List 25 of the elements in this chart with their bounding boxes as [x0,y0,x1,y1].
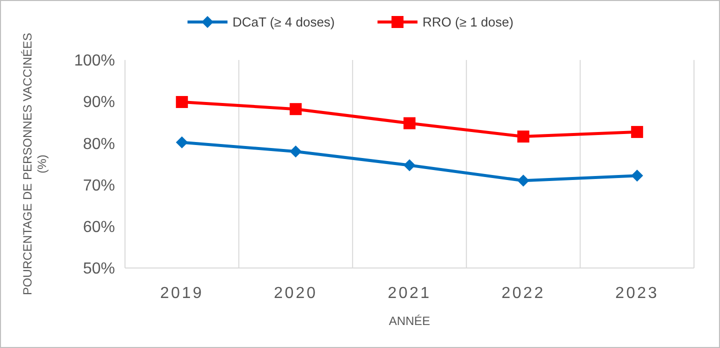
point [517,174,530,187]
y-axis-title: POURCENTAGE DE PERSONNES VACCINÉES (%) [20,32,49,296]
y-tick-label: 50% [82,260,115,278]
y-tick-label: 90% [82,94,115,112]
y-tick-label: 100% [74,52,115,70]
x-tick-label: 2021 [388,285,432,302]
point [404,159,416,172]
y-tick-label: 60% [82,219,115,236]
legend-label: RRO (≥ 1 dose) [422,14,514,30]
point [404,117,416,130]
point [631,126,644,138]
point [290,103,302,116]
x-tick-label: 2019 [160,285,204,302]
point [517,130,530,143]
y-tick-label: 70% [82,177,115,194]
legend-label: DCaT (≥ 4 doses) [232,14,335,30]
x-tick-label: 2020 [274,285,318,302]
point [290,146,302,158]
x-axis-title: ANNÉE [388,314,430,328]
x-tick-label: 2023 [615,285,659,302]
y-tick-label: 80% [82,136,115,153]
point [176,96,188,108]
x-tick-label: 2022 [502,285,546,302]
point [631,170,644,182]
point [176,136,188,148]
